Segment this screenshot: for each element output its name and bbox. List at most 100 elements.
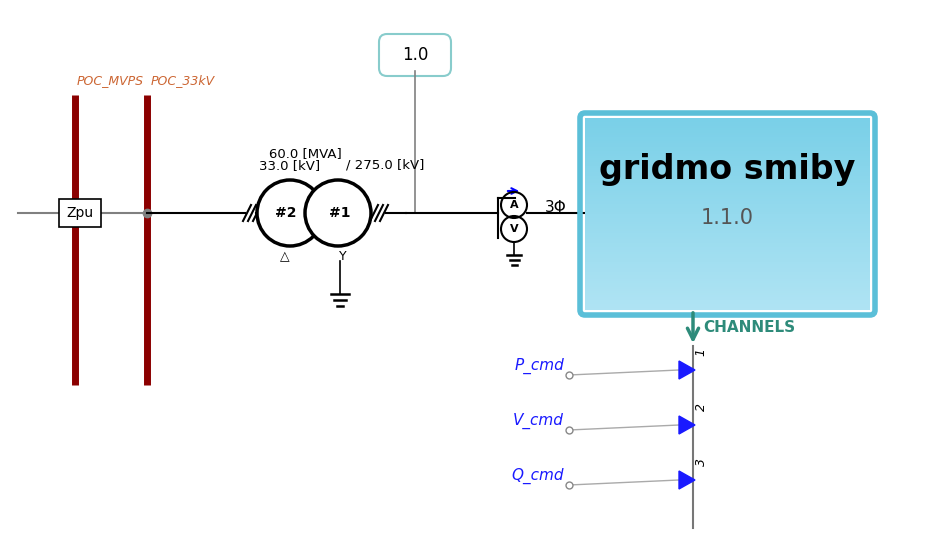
Bar [585, 277, 870, 279]
Text: 1: 1 [695, 348, 708, 356]
Text: 1.0: 1.0 [401, 46, 428, 64]
Bar [585, 132, 870, 133]
Bar [585, 262, 870, 264]
Text: △: △ [280, 250, 290, 263]
Bar [585, 281, 870, 283]
Bar [585, 304, 870, 306]
Bar [585, 210, 870, 212]
Bar [585, 275, 870, 277]
Bar [585, 289, 870, 291]
Bar [585, 208, 870, 210]
Bar [585, 227, 870, 230]
Bar [585, 237, 870, 239]
Text: P_cmd: P_cmd [514, 358, 564, 374]
Bar [585, 235, 870, 237]
Text: V_cmd: V_cmd [513, 413, 564, 429]
Bar [585, 287, 870, 289]
Bar [585, 296, 870, 299]
Bar [585, 120, 870, 122]
Bar [585, 197, 870, 199]
Bar [585, 252, 870, 254]
Bar [585, 206, 870, 208]
Bar [585, 135, 870, 137]
Bar [585, 271, 870, 274]
Bar [585, 128, 870, 129]
Bar [585, 168, 870, 170]
Bar [585, 166, 870, 168]
Text: CHANNELS: CHANNELS [703, 320, 796, 336]
Bar [585, 170, 870, 172]
Text: #2: #2 [276, 206, 297, 220]
FancyBboxPatch shape [379, 34, 451, 76]
Bar [585, 308, 870, 310]
Bar [585, 147, 870, 149]
Text: 3Φ: 3Φ [545, 200, 567, 214]
Bar [585, 126, 870, 128]
Bar [585, 233, 870, 235]
Bar [585, 212, 870, 214]
Bar [585, 139, 870, 141]
Bar [585, 283, 870, 285]
Bar [585, 174, 870, 176]
Text: Zpu: Zpu [67, 206, 93, 220]
Bar [585, 214, 870, 216]
Bar [585, 118, 870, 120]
Bar [585, 226, 870, 227]
Bar [585, 158, 870, 160]
Bar [585, 266, 870, 268]
Bar [585, 291, 870, 293]
Bar [585, 222, 870, 224]
Bar [585, 224, 870, 226]
Bar [585, 300, 870, 302]
Bar [585, 154, 870, 157]
Bar [585, 124, 870, 126]
Bar [585, 241, 870, 243]
Bar [585, 151, 870, 152]
Bar [585, 256, 870, 258]
Text: #1: #1 [329, 206, 351, 220]
Bar [585, 172, 870, 174]
Bar [585, 260, 870, 262]
Bar [585, 268, 870, 270]
Text: 60.0 [MVA]: 60.0 [MVA] [268, 147, 341, 160]
Bar [585, 145, 870, 147]
Polygon shape [679, 416, 695, 434]
Bar [585, 149, 870, 151]
Bar [585, 180, 870, 181]
Polygon shape [679, 361, 695, 379]
Bar [585, 176, 870, 177]
Bar [585, 306, 870, 308]
Bar [585, 274, 870, 275]
Bar [585, 245, 870, 246]
Bar [585, 164, 870, 166]
Bar [585, 246, 870, 249]
Bar [585, 160, 870, 162]
Bar [585, 264, 870, 266]
Bar [585, 201, 870, 202]
Bar [585, 141, 870, 143]
Bar [585, 143, 870, 145]
Text: Q_cmd: Q_cmd [512, 468, 564, 484]
Text: gridmo smiby: gridmo smiby [599, 153, 856, 187]
Bar [585, 295, 870, 296]
Bar [585, 293, 870, 295]
Bar [585, 299, 870, 300]
Bar [585, 249, 870, 250]
Bar [585, 191, 870, 193]
Bar [585, 195, 870, 197]
Bar [585, 231, 870, 233]
Bar [585, 239, 870, 241]
Bar [585, 162, 870, 164]
Bar [585, 205, 870, 206]
Bar [585, 129, 870, 132]
Text: 1.1.0: 1.1.0 [701, 208, 754, 228]
Bar [585, 177, 870, 180]
Circle shape [257, 180, 323, 246]
Bar [585, 285, 870, 287]
Text: 33.0 [kV]: 33.0 [kV] [259, 159, 321, 172]
Bar [585, 258, 870, 260]
Circle shape [305, 180, 371, 246]
Text: 2: 2 [695, 403, 708, 411]
Bar [585, 193, 870, 195]
Text: POC_MVPS: POC_MVPS [77, 74, 144, 87]
